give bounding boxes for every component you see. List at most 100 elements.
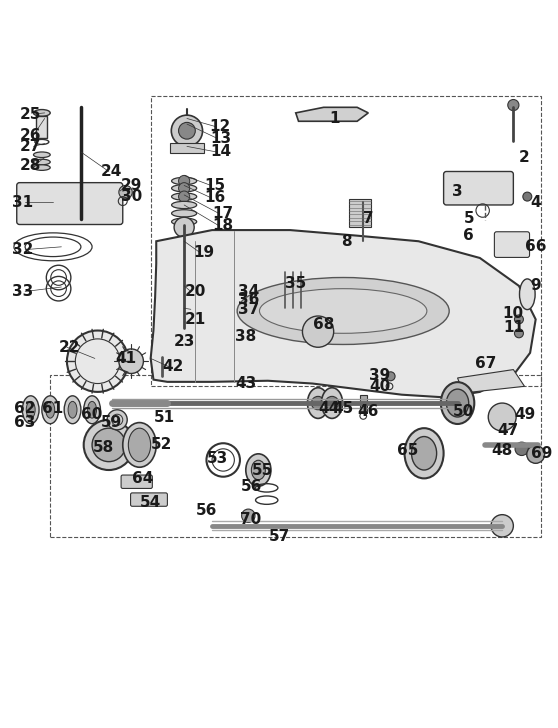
Ellipse shape xyxy=(22,396,39,424)
Text: 19: 19 xyxy=(193,245,214,260)
Ellipse shape xyxy=(321,388,343,419)
Ellipse shape xyxy=(84,396,100,424)
Circle shape xyxy=(508,100,519,111)
Text: 49: 49 xyxy=(514,407,535,422)
Text: 41: 41 xyxy=(115,351,136,366)
Text: 4: 4 xyxy=(530,194,541,210)
Text: 52: 52 xyxy=(151,438,172,452)
Ellipse shape xyxy=(33,159,50,165)
Text: 12: 12 xyxy=(210,119,231,135)
Ellipse shape xyxy=(123,422,156,467)
Circle shape xyxy=(174,217,194,237)
Ellipse shape xyxy=(172,218,197,226)
Circle shape xyxy=(515,442,528,456)
Text: 67: 67 xyxy=(475,357,496,371)
Text: 36: 36 xyxy=(238,293,259,307)
Ellipse shape xyxy=(172,178,197,185)
Text: 56: 56 xyxy=(196,503,217,518)
Circle shape xyxy=(242,509,255,523)
Text: 23: 23 xyxy=(174,334,195,349)
Text: 56: 56 xyxy=(240,479,262,494)
Text: 13: 13 xyxy=(210,130,231,146)
Bar xyxy=(50,375,541,537)
Text: 6: 6 xyxy=(463,228,474,243)
Ellipse shape xyxy=(64,396,81,424)
Text: 8: 8 xyxy=(340,234,352,249)
Circle shape xyxy=(157,351,166,360)
Text: 43: 43 xyxy=(235,376,256,391)
Bar xyxy=(151,96,541,387)
Ellipse shape xyxy=(172,185,197,192)
Bar xyxy=(360,395,367,411)
Text: 64: 64 xyxy=(132,471,153,486)
Ellipse shape xyxy=(128,428,151,462)
Text: 65: 65 xyxy=(397,443,418,458)
Text: 24: 24 xyxy=(101,164,122,179)
Text: 30: 30 xyxy=(121,189,142,204)
Text: 59: 59 xyxy=(101,415,122,430)
Ellipse shape xyxy=(237,309,254,316)
Text: 18: 18 xyxy=(213,218,234,233)
Circle shape xyxy=(514,315,523,324)
Text: 54: 54 xyxy=(140,495,161,510)
Ellipse shape xyxy=(246,454,271,486)
Ellipse shape xyxy=(46,401,55,418)
FancyBboxPatch shape xyxy=(444,172,513,205)
Circle shape xyxy=(232,282,254,304)
Text: 33: 33 xyxy=(12,284,33,299)
Bar xyxy=(36,116,47,138)
Text: 11: 11 xyxy=(503,320,524,335)
Ellipse shape xyxy=(68,401,77,418)
Circle shape xyxy=(92,428,126,462)
Text: 32: 32 xyxy=(12,242,33,257)
Text: 39: 39 xyxy=(369,368,390,383)
Circle shape xyxy=(67,331,128,392)
Text: 29: 29 xyxy=(121,178,142,193)
FancyBboxPatch shape xyxy=(121,475,152,488)
Ellipse shape xyxy=(88,401,97,418)
Circle shape xyxy=(179,183,190,194)
Text: 66: 66 xyxy=(525,240,546,254)
Text: 40: 40 xyxy=(369,379,390,394)
Ellipse shape xyxy=(42,396,59,424)
Text: 26: 26 xyxy=(20,127,41,143)
Circle shape xyxy=(171,115,203,146)
Text: 63: 63 xyxy=(15,415,36,430)
Circle shape xyxy=(311,396,325,410)
Bar xyxy=(170,143,204,153)
Text: 42: 42 xyxy=(162,360,184,374)
Text: 5: 5 xyxy=(463,211,474,226)
FancyBboxPatch shape xyxy=(494,232,530,258)
Circle shape xyxy=(107,410,127,430)
Text: 48: 48 xyxy=(492,443,513,458)
Circle shape xyxy=(386,372,395,381)
Text: 21: 21 xyxy=(185,312,206,327)
Ellipse shape xyxy=(172,202,197,209)
Text: 16: 16 xyxy=(204,190,225,205)
Ellipse shape xyxy=(176,331,193,337)
Ellipse shape xyxy=(33,165,50,170)
Text: 55: 55 xyxy=(252,462,273,478)
Ellipse shape xyxy=(237,277,449,344)
FancyBboxPatch shape xyxy=(17,183,123,224)
Text: 57: 57 xyxy=(268,529,290,545)
Ellipse shape xyxy=(441,382,474,424)
Ellipse shape xyxy=(251,460,266,480)
Bar xyxy=(349,199,371,227)
Text: 44: 44 xyxy=(319,401,340,416)
Ellipse shape xyxy=(33,152,50,157)
Circle shape xyxy=(179,122,195,139)
Text: 53: 53 xyxy=(207,451,228,467)
Ellipse shape xyxy=(229,315,262,325)
Ellipse shape xyxy=(411,437,436,470)
Text: 34: 34 xyxy=(238,284,259,299)
Circle shape xyxy=(491,515,513,537)
Text: 9: 9 xyxy=(530,278,541,293)
Circle shape xyxy=(514,329,523,338)
Ellipse shape xyxy=(405,428,444,478)
Text: 27: 27 xyxy=(20,139,41,154)
Text: 17: 17 xyxy=(213,206,234,221)
Text: 25: 25 xyxy=(20,106,41,122)
Circle shape xyxy=(325,396,339,410)
Circle shape xyxy=(527,446,545,463)
